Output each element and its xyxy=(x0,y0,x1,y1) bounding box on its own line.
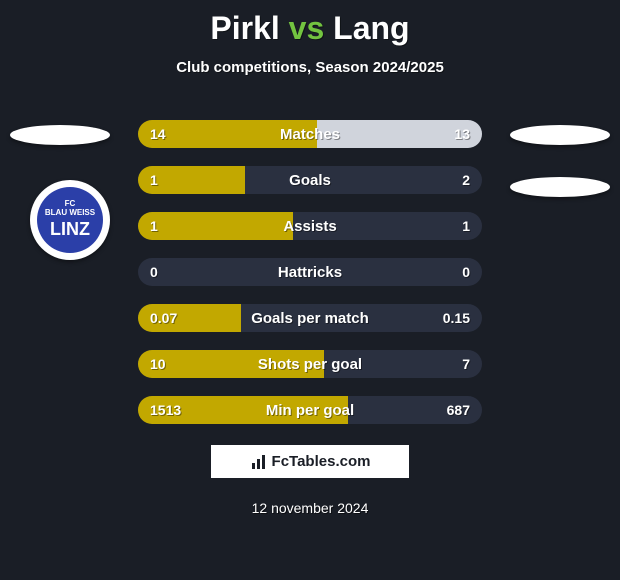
stat-value-right: 0 xyxy=(462,258,470,286)
stat-label: Hattricks xyxy=(138,258,482,286)
chart-icon xyxy=(250,453,268,471)
footer-date: 12 november 2024 xyxy=(0,500,620,516)
stat-value-right: 2 xyxy=(462,166,470,194)
stat-label: Goals xyxy=(138,166,482,194)
stat-row: 0Hattricks0 xyxy=(138,258,482,286)
stat-value-right: 1 xyxy=(462,212,470,240)
stat-label: Shots per goal xyxy=(138,350,482,378)
footer-logo: FcTables.com xyxy=(211,445,409,478)
stat-row: 0.07Goals per match0.15 xyxy=(138,304,482,332)
stat-row: 14Matches13 xyxy=(138,120,482,148)
stat-value-right: 13 xyxy=(454,120,470,148)
decor-ellipse-icon xyxy=(10,125,110,145)
club-badge: FC BLAU WEISS LINZ xyxy=(30,180,110,260)
stats-list: 14Matches131Goals21Assists10Hattricks00.… xyxy=(138,120,482,442)
footer-logo-text: FcTables.com xyxy=(272,453,371,470)
stat-row: 10Shots per goal7 xyxy=(138,350,482,378)
stat-value-right: 687 xyxy=(447,396,470,424)
decor-ellipse-icon xyxy=(510,125,610,145)
badge-line3: LINZ xyxy=(50,220,90,240)
stat-row: 1513Min per goal687 xyxy=(138,396,482,424)
club-badge-inner: FC BLAU WEISS LINZ xyxy=(37,187,103,253)
stat-label: Assists xyxy=(138,212,482,240)
player-right-name: Lang xyxy=(333,10,409,46)
decor-ellipse-icon xyxy=(510,177,610,197)
stat-label: Min per goal xyxy=(138,396,482,424)
player-left-name: Pirkl xyxy=(210,10,279,46)
badge-line2: BLAU WEISS xyxy=(45,209,95,218)
stat-row: 1Goals2 xyxy=(138,166,482,194)
stat-row: 1Assists1 xyxy=(138,212,482,240)
stat-value-right: 7 xyxy=(462,350,470,378)
stat-value-right: 0.15 xyxy=(443,304,470,332)
vs-label: vs xyxy=(289,10,325,46)
stat-label: Matches xyxy=(138,120,482,148)
page-title: Pirkl vs Lang xyxy=(0,0,620,47)
stat-label: Goals per match xyxy=(138,304,482,332)
subtitle: Club competitions, Season 2024/2025 xyxy=(0,59,620,76)
